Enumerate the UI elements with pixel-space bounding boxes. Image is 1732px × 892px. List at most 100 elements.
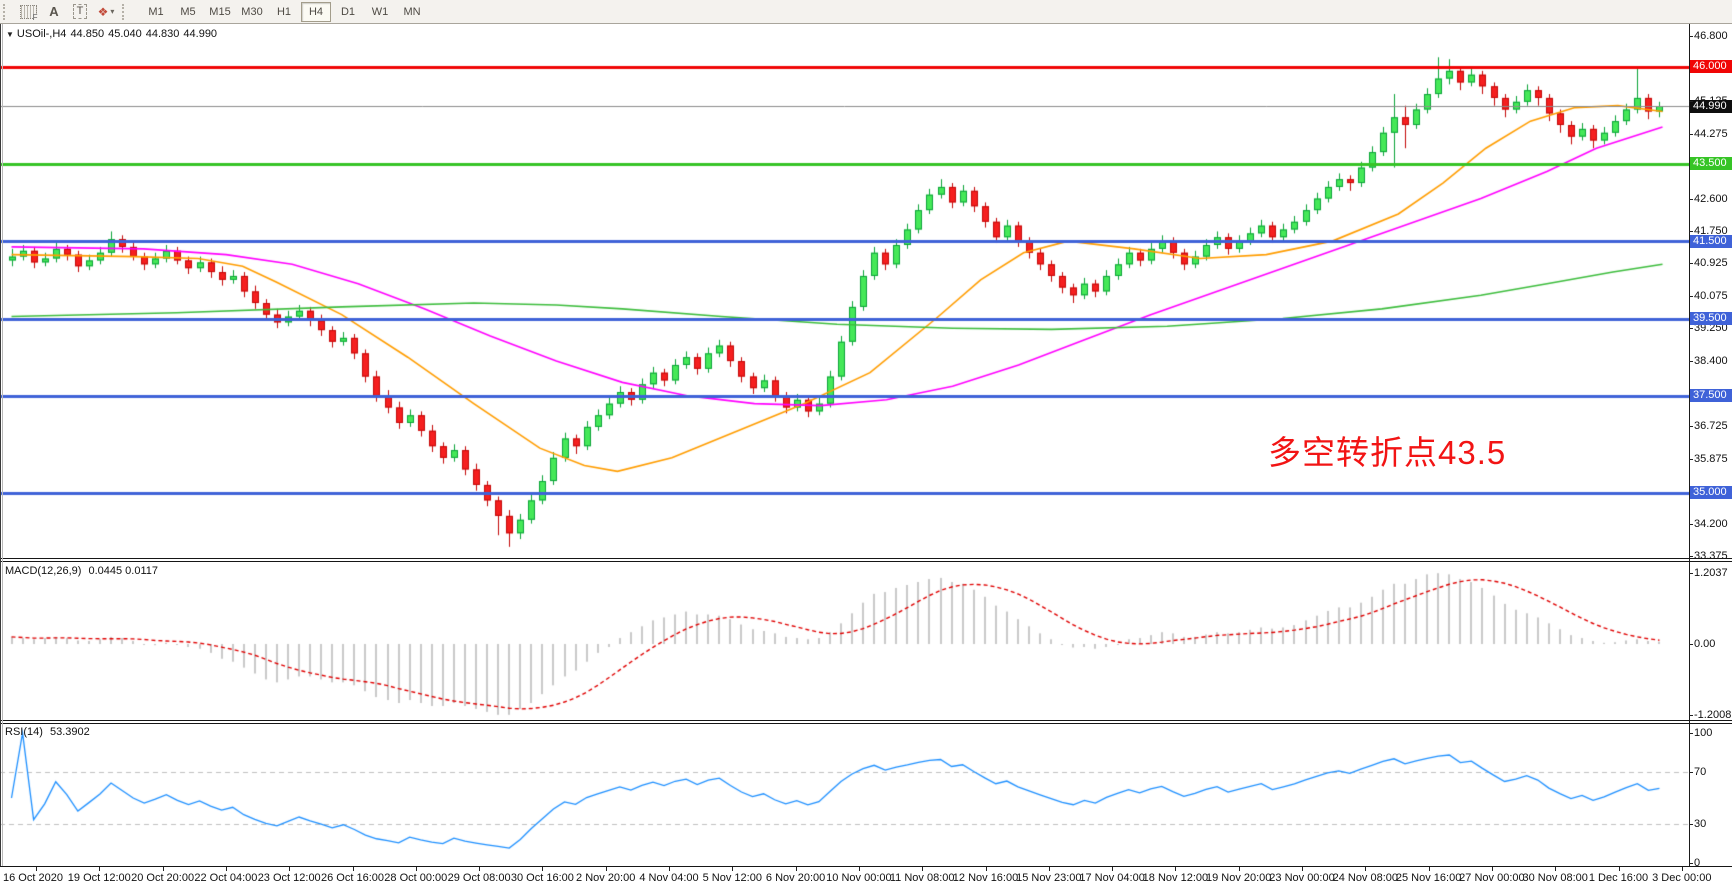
tf-button-D1[interactable]: D1 (340, 5, 356, 18)
time-tick (36, 867, 37, 871)
rsi-value: 53.3902 (49, 726, 90, 738)
tf-button-MN[interactable]: MN (403, 5, 421, 18)
price-axis-line (1689, 24, 1690, 866)
time-tick-label: 25 Nov 16:00 (1395, 872, 1462, 884)
tf-button-M15[interactable]: M15 (209, 5, 231, 18)
ohlc-low: 44.830 (145, 28, 180, 40)
time-tick (859, 867, 860, 871)
tf-button-H4[interactable]: H4 (301, 1, 331, 22)
macd-tick (1689, 644, 1693, 645)
time-tick (1365, 867, 1366, 871)
tf-button-M30[interactable]: M30 (241, 5, 263, 18)
chart-title: ▼ USOil-,H4 44.850 45.040 44.830 44.990 (6, 28, 221, 40)
time-tick (289, 867, 290, 871)
time-tick-label: 18 Nov 12:00 (1142, 872, 1209, 884)
panel-divider[interactable] (0, 720, 1732, 724)
time-tick-label: 19 Oct 12:00 (67, 872, 131, 884)
time-tick-label: 12 Nov 16:00 (952, 872, 1019, 884)
time-tick (1049, 867, 1050, 871)
time-tick-label: 29 Oct 08:00 (447, 872, 511, 884)
text-tool-icon[interactable]: T (69, 2, 91, 22)
time-tick-label: 19 Nov 20:00 (1205, 872, 1272, 884)
time-tick (1112, 867, 1113, 871)
tf-button-H1[interactable]: H1 (276, 5, 292, 18)
time-tick (1302, 867, 1303, 871)
price-tick-label: 39.250 (1694, 322, 1728, 335)
rsi-tick-label: 100 (1694, 727, 1713, 739)
time-tick (353, 867, 354, 871)
rsi-panel: RSI(14) 53.3902 100 70 30 0 (0, 724, 1732, 869)
macd-tick-label: -1.2008 (1694, 708, 1732, 721)
price-tick (1689, 263, 1693, 265)
time-tick (922, 867, 923, 871)
tf-button-M5[interactable]: M5 (180, 5, 196, 18)
drawing-tools-icon[interactable]: ❖ ▾ (97, 4, 115, 19)
price-badge-43.500: 43.500 (1690, 157, 1732, 171)
time-tick-label: 4 Nov 04:00 (639, 872, 699, 884)
price-tick-label: 36.725 (1694, 419, 1728, 432)
price-tick (1689, 100, 1693, 102)
time-tick (1429, 867, 1430, 871)
time-tick-label: 30 Oct 16:00 (510, 872, 574, 884)
time-tick (606, 867, 607, 871)
price-tick (1689, 458, 1693, 460)
price-tick (1689, 36, 1693, 37)
rsi-canvas[interactable] (0, 724, 1689, 866)
time-tick-label: 11 Nov 08:00 (889, 872, 955, 884)
price-badge-35.000: 35.000 (1690, 486, 1732, 500)
dropdown-caret-icon: ▾ (110, 7, 115, 16)
rsi-title: RSI(14) 53.3902 (5, 726, 90, 738)
time-tick-label: 22 Oct 04:00 (194, 872, 258, 884)
time-tick (1555, 867, 1556, 871)
symbol-name: USOil-,H4 (16, 28, 67, 40)
price-badge-46.000: 46.000 (1690, 60, 1732, 74)
time-tick-label: 23 Oct 12:00 (257, 872, 321, 884)
tf-button-M1[interactable]: M1 (148, 5, 164, 18)
price-tick-label: 46.800 (1694, 30, 1728, 42)
time-tick (542, 867, 543, 871)
toolbar-grip[interactable] (3, 3, 11, 20)
grid-f-icon[interactable]: F (17, 2, 39, 22)
macd-values: 0.0445 0.0117 (88, 565, 159, 577)
time-axis[interactable]: 16 Oct 2020 19 Oct 12:00 20 Oct 20:00 22 Oc… (0, 866, 1732, 892)
price-badge-37.500: 37.500 (1690, 389, 1732, 403)
window-left-border (0, 24, 1, 866)
time-tick (1239, 867, 1240, 871)
time-tick-label: 16 Oct 2020 (3, 872, 63, 884)
price-tick-label: 40.925 (1694, 257, 1728, 270)
time-tick-label: 2 Nov 20:00 (576, 872, 636, 884)
symbol-caret-icon[interactable]: ▼ (6, 30, 14, 39)
panel-divider[interactable] (0, 558, 1732, 562)
rsi-name: RSI(14) (5, 726, 43, 738)
time-tick (1175, 867, 1176, 871)
macd-canvas[interactable] (0, 562, 1689, 720)
rsi-tick (1689, 772, 1693, 773)
time-tick-label: 10 Nov 00:00 (826, 872, 892, 884)
tf-button-W1[interactable]: W1 (371, 5, 389, 18)
price-badge-41.500: 41.500 (1690, 234, 1732, 248)
time-tick (986, 867, 987, 871)
price-tick (1689, 296, 1693, 298)
time-tick (163, 867, 164, 871)
letter-a-tool-icon[interactable]: A (49, 4, 59, 19)
main-chart-panel: ▼ USOil-,H4 44.850 45.040 44.830 44.990 多空转折点… (0, 24, 1732, 562)
time-tick (1682, 867, 1683, 871)
annotation-text[interactable]: 多空转折点43.5 (1268, 434, 1507, 471)
time-tick (669, 867, 670, 871)
time-tick (99, 867, 100, 871)
time-tick-label: 23 Nov 00:00 (1269, 872, 1335, 884)
price-badge-44.990: 44.990 (1690, 99, 1732, 113)
time-tick-label: 24 Nov 08:00 (1332, 872, 1399, 884)
main-chart-canvas[interactable] (0, 24, 1689, 558)
rsi-tick (1689, 863, 1693, 864)
time-tick (1492, 867, 1493, 871)
ohlc-open: 44.850 (70, 28, 105, 40)
time-tick-label: 26 Oct 16:00 (321, 872, 384, 884)
macd-panel: MACD(12,26,9) 0.0445 0.0117 1.2037 0.00 -1… (0, 562, 1732, 721)
price-tick (1689, 198, 1693, 200)
price-tick (1689, 328, 1693, 330)
time-tick (796, 867, 797, 871)
price-tick-label: 40.075 (1694, 290, 1728, 303)
price-tick-label: 42.600 (1694, 192, 1728, 205)
price-tick (1689, 133, 1693, 135)
